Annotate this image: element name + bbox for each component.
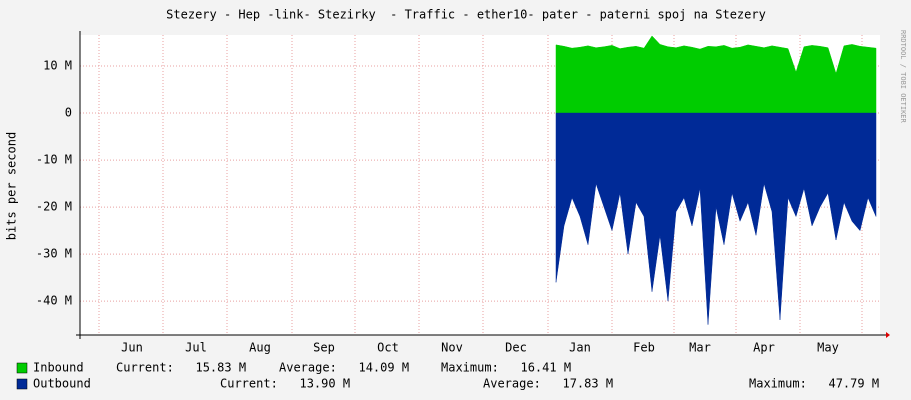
legend-label: Inbound bbox=[33, 361, 84, 375]
x-tick-label: May bbox=[817, 341, 839, 355]
axis-arrow bbox=[886, 332, 890, 338]
legend-stat: Average: 17.83 M bbox=[483, 377, 613, 391]
x-tick-label: Oct bbox=[377, 341, 399, 355]
area bbox=[555, 35, 877, 114]
y-tick-label: -20 M bbox=[36, 200, 72, 214]
x-tick-label: Jun bbox=[121, 341, 143, 355]
x-tick-label: Jan bbox=[569, 341, 591, 355]
legend-label: Outbound bbox=[33, 377, 91, 391]
x-tick-label: Aug bbox=[249, 341, 271, 355]
legend-swatch bbox=[16, 378, 28, 390]
x-tick-label: Sep bbox=[313, 341, 335, 355]
x-tick-label: Mar bbox=[689, 341, 711, 355]
y-tick-label: 10 M bbox=[43, 59, 72, 73]
legend-stat: Current: 15.83 M bbox=[116, 361, 246, 375]
legend-stat: Maximum: 16.41 M bbox=[441, 361, 571, 375]
legend-stat: Average: 14.09 M bbox=[279, 361, 409, 375]
chart-title: Stezery - Hep -link- Stezirky - Traffic … bbox=[166, 8, 766, 22]
legend-swatch bbox=[16, 362, 28, 374]
legend-stat: Current: 13.90 M bbox=[220, 377, 350, 391]
y-tick-label: 0 bbox=[65, 106, 72, 120]
area bbox=[555, 112, 877, 325]
x-tick-label: Dec bbox=[505, 341, 527, 355]
y-axis-label: bits per second bbox=[5, 132, 19, 240]
x-tick-label: Nov bbox=[441, 341, 463, 355]
legend-stat: Maximum: 47.79 M bbox=[749, 377, 879, 391]
x-tick-label: Jul bbox=[185, 341, 207, 355]
x-tick-label: Feb bbox=[633, 341, 655, 355]
x-tick-label: Apr bbox=[753, 341, 775, 355]
y-tick-label: -40 M bbox=[36, 294, 72, 308]
y-tick-label: -30 M bbox=[36, 247, 72, 261]
watermark: RRDTOOL / TOBI OETIKER bbox=[899, 30, 907, 124]
y-tick-label: -10 M bbox=[36, 153, 72, 167]
